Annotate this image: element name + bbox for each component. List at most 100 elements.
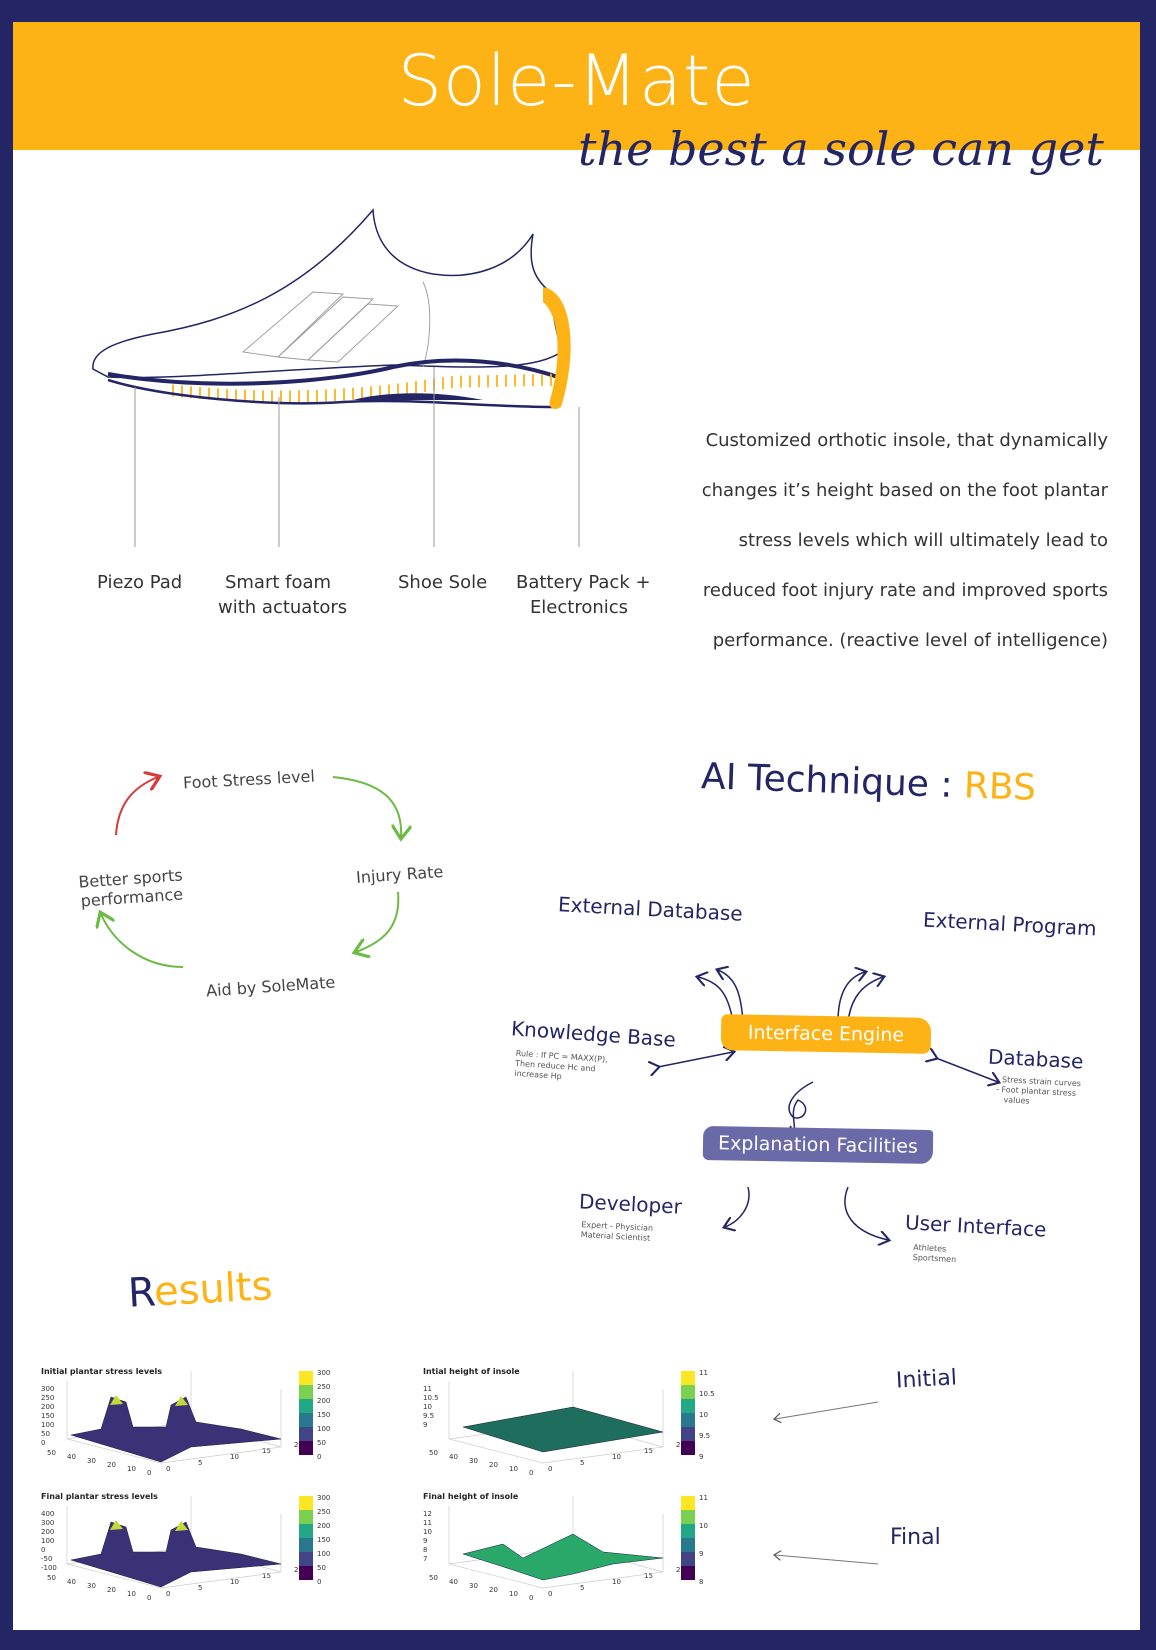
shoe-upper [92, 208, 562, 379]
z-tick-label: 400 [41, 1510, 55, 1518]
shoe-stripes [241, 281, 431, 368]
arrow-final [775, 1555, 879, 1565]
colorbar-segment [299, 1524, 313, 1538]
label-initial: Initial [895, 1365, 958, 1394]
z-tick-label: 50 [41, 1430, 50, 1438]
y-tick-label: 20 [676, 1566, 685, 1574]
plot-title: Final height of insole [423, 1492, 519, 1501]
z-tick-label: 7 [423, 1555, 428, 1563]
arrow-kb-engine [658, 1052, 733, 1067]
colorbar-segment [681, 1566, 695, 1580]
label-final: Final [890, 1525, 941, 1550]
x-tick-label: 10 [509, 1590, 518, 1598]
z-tick-label: 100 [41, 1421, 55, 1429]
node-interface-engine: Interface Engine [720, 1014, 932, 1054]
z-tick-label: 150 [41, 1412, 55, 1420]
x-tick-label: 50 [429, 1574, 438, 1582]
node-database: Database [987, 1044, 1085, 1074]
z-tick-label: 11 [423, 1519, 432, 1527]
colorbar-tick: 250 [317, 1508, 331, 1516]
database-note: - Stress strain curves - Foot plantar st… [995, 1075, 1081, 1109]
colorbar-tick: 9.5 [699, 1432, 711, 1440]
result-plot: Final height of insole 12 11 10 9 8 7 50 40 30 20 1… [423, 1492, 723, 1612]
x-tick-label: 20 [107, 1586, 116, 1594]
piezo-pad [353, 393, 483, 400]
ai-heading-highlight: RBS [963, 765, 1037, 809]
y-tick-label: 10 [612, 1453, 621, 1461]
surface-mesh [462, 1533, 664, 1581]
x-tick-label: 0 [529, 1469, 534, 1477]
colorbar-segment [299, 1538, 313, 1552]
z-tick-label: 11 [423, 1385, 432, 1393]
explanation-label: Explanation Facilities [717, 1132, 919, 1158]
ui-note: Athletes Sportsmen [913, 1243, 957, 1265]
z-tick-label: -50 [41, 1555, 53, 1563]
z-tick-label: 12 [423, 1510, 432, 1518]
kb-rule-note: Rule : If PC = MAXX(P), Then reduce Hc a… [514, 1049, 608, 1085]
node-external-database: External Database [557, 892, 744, 926]
colorbar-segment [299, 1510, 313, 1524]
results-heading-rest: esults [152, 1263, 274, 1316]
x-tick-label: 30 [87, 1457, 96, 1465]
colorbar-tick: 10 [699, 1411, 708, 1419]
label-battery-line2: Electronics [529, 597, 629, 618]
x-tick-label: 40 [67, 1578, 76, 1586]
developer-note: Expert - Physician Material Scientist [581, 1220, 654, 1244]
y-tick-label: 0 [166, 1590, 171, 1598]
y-tick-label: 15 [262, 1447, 271, 1455]
colorbar-tick: 0 [317, 1453, 322, 1461]
description-line: performance. (reactive level of intellig… [712, 630, 1108, 651]
result-plot: Final plantar stress levels 400 300 200 100 0… [41, 1492, 341, 1612]
colorbar-segment [299, 1413, 313, 1427]
colorbar-segment [299, 1399, 313, 1413]
label-battery: Battery Pack + Electronics [516, 570, 651, 620]
label-shoe-sole: Shoe Sole [398, 572, 488, 593]
y-tick-label: 20 [294, 1566, 303, 1574]
surface-plot [448, 1496, 695, 1589]
plot-title: Final plantar stress levels [41, 1492, 158, 1501]
colorbar-tick: 10 [699, 1522, 708, 1530]
z-tick-label: 200 [41, 1403, 55, 1411]
colorbar-tick: 300 [317, 1494, 331, 1502]
y-tick-label: 0 [166, 1465, 171, 1473]
z-tick-label: 10 [423, 1403, 432, 1411]
colorbar-segment [681, 1427, 695, 1441]
plot-title: Intial height of insole [423, 1367, 520, 1376]
colorbar-segment [681, 1510, 695, 1524]
battery-pack [543, 287, 571, 410]
colorbar-tick: 200 [317, 1522, 331, 1530]
y-tick-label: 10 [230, 1453, 239, 1461]
y-tick-label: 5 [580, 1459, 585, 1467]
label-smart-foam: Smart foam with actuators [218, 570, 347, 620]
result-plot: Initial plantar stress levels 300 250 200 15… [41, 1367, 341, 1487]
arrow-engine-to-explanation [788, 1081, 814, 1137]
colorbar-segment [299, 1552, 313, 1566]
ai-heading-label: AI Technique : [700, 756, 954, 806]
x-tick-label: 20 [489, 1461, 498, 1469]
outsole [107, 378, 554, 409]
interface-engine-label: Interface Engine [747, 1021, 905, 1047]
x-tick-label: 10 [509, 1465, 518, 1473]
colorbar-tick: 100 [317, 1425, 331, 1433]
z-tick-label: 0 [41, 1546, 46, 1554]
x-tick-label: 0 [147, 1594, 152, 1602]
colorbar-segment [299, 1385, 313, 1399]
colorbar-segment [681, 1413, 695, 1427]
label-battery-line1: Battery Pack + [516, 572, 651, 593]
x-tick-label: 30 [87, 1582, 96, 1590]
colorbar-tick: 9 [699, 1453, 704, 1461]
colorbar-segment [681, 1441, 695, 1455]
colorbar-tick: 150 [317, 1536, 331, 1544]
y-tick-label: 15 [644, 1447, 653, 1455]
y-tick-label: 10 [612, 1578, 621, 1586]
colorbar-tick: 9 [699, 1550, 704, 1558]
cycle-arrows [13, 742, 473, 968]
arrow-initial [775, 1401, 879, 1419]
z-tick-label: -100 [41, 1564, 57, 1572]
y-tick-label: 5 [198, 1459, 203, 1467]
z-tick-label: 200 [41, 1528, 55, 1536]
colorbar-segment [681, 1399, 695, 1413]
result-plot: Intial height of insole 11 10.5 10 9.5 9 50 40 3… [423, 1367, 723, 1487]
y-tick-label: 15 [262, 1572, 271, 1580]
arrow-engine-to-extdb-2 [718, 970, 744, 1023]
